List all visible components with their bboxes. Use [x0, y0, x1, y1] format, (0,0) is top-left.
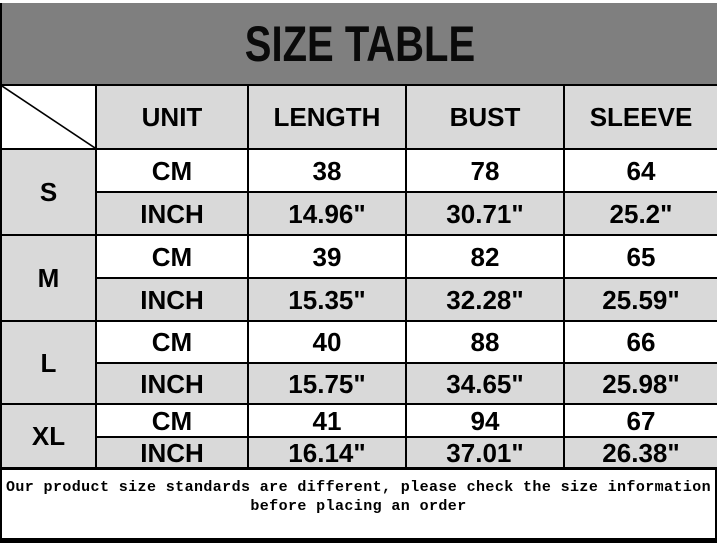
column-header-length: LENGTH [247, 84, 407, 150]
table-row-m-cm: M CM 39 82 65 [0, 234, 717, 322]
corner-diagonal-cell [0, 84, 97, 150]
value-cell-xl-inch-sleeve: 26.38" [563, 436, 717, 469]
value-cell-l-inch-sleeve: 25.98" [563, 362, 717, 405]
table-row-l-cm: L CM 40 88 66 [0, 320, 717, 405]
column-header-sleeve: SLEEVE [563, 84, 717, 150]
value-cell-xl-cm-length: 41 [247, 403, 407, 438]
value-cell-l-inch-bust: 34.65" [405, 362, 565, 405]
value-cell-s-cm-length: 38 [247, 148, 407, 193]
value-cell-m-inch-sleeve: 25.59" [563, 277, 717, 322]
value-cell-s-cm-sleeve: 64 [563, 148, 717, 193]
table-header-row: UNIT LENGTH BUST SLEEVE [0, 84, 717, 150]
unit-cell-s-cm: CM [95, 148, 249, 193]
footer-note-line1: Our product size standards are different… [5, 479, 712, 496]
value-cell-s-cm-bust: 78 [405, 148, 565, 193]
value-cell-l-cm-sleeve: 66 [563, 320, 717, 364]
value-cell-m-cm-sleeve: 65 [563, 234, 717, 279]
footer-note: Our product size standards are different… [0, 469, 717, 543]
unit-cell-m-inch: INCH [95, 277, 249, 322]
page-title: SIZE TABLE [244, 15, 475, 72]
table-row-m-inch: INCH 15.35" 32.28" 25.59" [1, 277, 717, 322]
diagonal-line-icon [2, 86, 95, 148]
value-cell-xl-cm-bust: 94 [405, 403, 565, 438]
unit-cell-xl-cm: CM [95, 403, 249, 438]
unit-cell-s-inch: INCH [95, 191, 249, 236]
unit-cell-xl-inch: INCH [95, 436, 249, 469]
value-cell-m-inch-length: 15.35" [247, 277, 407, 322]
value-cell-xl-inch-bust: 37.01" [405, 436, 565, 469]
size-label-m: M [0, 234, 97, 322]
size-label-xl: XL [0, 403, 97, 469]
value-cell-l-cm-bust: 88 [405, 320, 565, 364]
footer-note-line2: before placing an order [250, 498, 467, 515]
size-table: UNIT LENGTH BUST SLEEVE S CM 38 78 64 IN… [0, 84, 717, 469]
column-header-unit: UNIT [95, 84, 249, 150]
value-cell-xl-inch-length: 16.14" [247, 436, 407, 469]
value-cell-s-inch-length: 14.96" [247, 191, 407, 236]
table-row-l-inch: INCH 15.75" 34.65" 25.98" [1, 362, 717, 405]
value-cell-l-cm-length: 40 [247, 320, 407, 364]
value-cell-l-inch-length: 15.75" [247, 362, 407, 405]
title-bar: SIZE TABLE [0, 3, 717, 84]
value-cell-s-inch-sleeve: 25.2" [563, 191, 717, 236]
value-cell-xl-cm-sleeve: 67 [563, 403, 717, 438]
table-row-s-cm: S CM 38 78 64 [0, 148, 717, 236]
value-cell-m-inch-bust: 32.28" [405, 277, 565, 322]
unit-cell-l-inch: INCH [95, 362, 249, 405]
column-header-bust: BUST [405, 84, 565, 150]
size-label-s: S [0, 148, 97, 236]
table-row-xl-cm: XL CM 41 94 67 [0, 403, 717, 469]
value-cell-m-cm-bust: 82 [405, 234, 565, 279]
size-label-l: L [0, 320, 97, 405]
unit-cell-l-cm: CM [95, 320, 249, 364]
unit-cell-m-cm: CM [95, 234, 249, 279]
value-cell-s-inch-bust: 30.71" [405, 191, 565, 236]
table-row-xl-inch: INCH 16.14" 37.01" 26.38" [1, 436, 717, 469]
value-cell-m-cm-length: 39 [247, 234, 407, 279]
table-row-s-inch: INCH 14.96" 30.71" 25.2" [1, 191, 717, 236]
top-strip [0, 0, 717, 3]
